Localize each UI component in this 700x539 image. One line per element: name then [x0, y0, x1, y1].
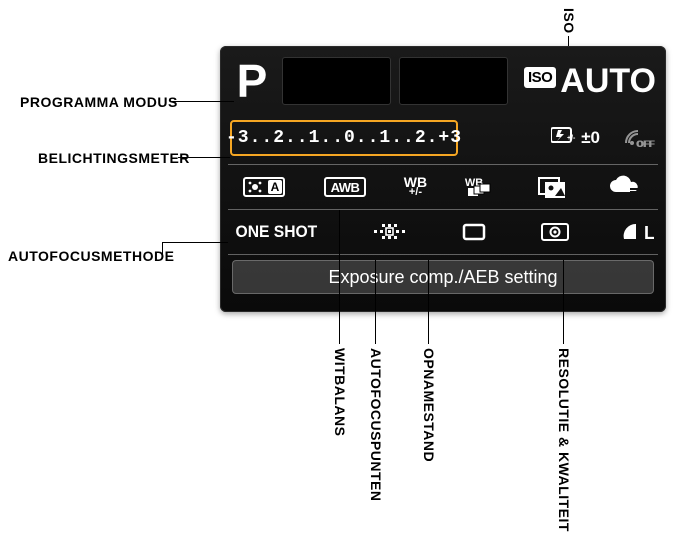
af-points-icon: [369, 219, 411, 245]
callout-line-belichting: [178, 157, 230, 158]
shutter-box: [282, 57, 391, 105]
callout-opnamestand: OPNAMESTAND: [421, 348, 437, 462]
callout-autofocuspunten: AUTOFOCUSPUNTEN: [368, 348, 384, 501]
metering-mode-icon: A: [242, 174, 286, 200]
row-exposure: -3..2..1..0..1..2.+3 +/- ±0 OFF OFF: [220, 112, 666, 164]
callout-resolutie: RESOLUTIE & KWALITEIT: [556, 348, 572, 532]
exposure-meter-scale: -3..2..1..0..1..2.+3: [226, 128, 462, 148]
callout-line-afmethode-v: [162, 242, 163, 256]
picture-style-icon: [535, 174, 569, 200]
af-mode-label: ONE SHOT: [236, 222, 318, 242]
callout-line-opnamestand: [428, 260, 429, 344]
iso-badge: ISO: [524, 67, 556, 88]
aperture-box: [399, 57, 508, 105]
callout-autofocusmethode: AUTOFOCUSMETHODE: [8, 248, 174, 264]
quality-icon: L: [620, 219, 654, 245]
program-mode-letter: P: [230, 54, 274, 108]
callout-line-programma: [172, 101, 234, 102]
svg-text:L: L: [644, 223, 654, 243]
wifi-off-icon: OFF OFF: [622, 125, 656, 151]
flash-comp-value: ±0: [581, 128, 600, 148]
row-mode-iso: P ISO AUTO: [220, 46, 666, 112]
callout-line-iso: [568, 36, 569, 46]
callout-iso: ISO: [561, 8, 577, 34]
metering-icon: [538, 219, 572, 245]
white-balance-icon: AWB: [323, 174, 367, 200]
svg-text:+/-: +/-: [567, 135, 576, 142]
callout-line-afmethode: [162, 242, 228, 243]
svg-text:AWB: AWB: [330, 180, 359, 195]
row-wb-style: A AWB WB +/- WB: [220, 165, 666, 209]
row-status: Exposure comp./AEB setting: [220, 255, 666, 299]
exposure-meter: -3..2..1..0..1..2.+3: [230, 120, 458, 156]
wb-shift-bottom: +/-: [404, 188, 427, 198]
iso-value: AUTO: [560, 62, 656, 101]
svg-text:A: A: [270, 180, 279, 194]
wb-shift-icon: WB +/-: [404, 176, 427, 198]
row-af-drive: ONE SHOT: [220, 210, 666, 254]
wb-bracket-icon: WB: [464, 174, 498, 200]
camera-lcd: P ISO AUTO -3..2..1..0..1..2.+3 +/- ±0: [220, 46, 666, 312]
svg-text:OFF: OFF: [636, 139, 654, 149]
callout-witbalans: WITBALANS: [332, 348, 348, 437]
status-text: Exposure comp./AEB setting: [328, 267, 557, 288]
callout-line-resolutie: [563, 260, 564, 344]
callout-programma-modus: PROGRAMMA MODUS: [20, 94, 178, 110]
callout-line-witbalans: [339, 210, 340, 344]
cloud-icon: [606, 174, 644, 200]
callout-line-afpunten: [375, 260, 376, 344]
drive-mode-icon: [459, 219, 489, 245]
status-bar: Exposure comp./AEB setting: [232, 260, 654, 294]
callout-belichtingsmeter: BELICHTINGSMETER: [38, 150, 190, 166]
iso-display: ISO AUTO: [524, 62, 656, 101]
flash-comp-icon: +/- ±0: [551, 126, 600, 150]
